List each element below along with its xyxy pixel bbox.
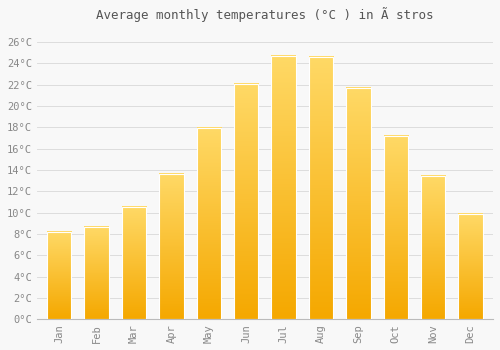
Bar bbox=[234, 84, 258, 320]
Bar bbox=[84, 226, 109, 320]
Bar bbox=[160, 174, 184, 320]
Bar bbox=[384, 136, 408, 320]
Bar bbox=[196, 128, 221, 320]
Bar bbox=[47, 232, 72, 320]
Bar bbox=[346, 88, 370, 320]
Bar bbox=[272, 56, 296, 320]
Title: Average monthly temperatures (°C ) in Ã stros: Average monthly temperatures (°C ) in Ã … bbox=[96, 7, 434, 22]
Bar bbox=[421, 176, 446, 320]
Bar bbox=[458, 214, 483, 320]
Bar bbox=[122, 207, 146, 320]
Bar bbox=[309, 57, 333, 320]
